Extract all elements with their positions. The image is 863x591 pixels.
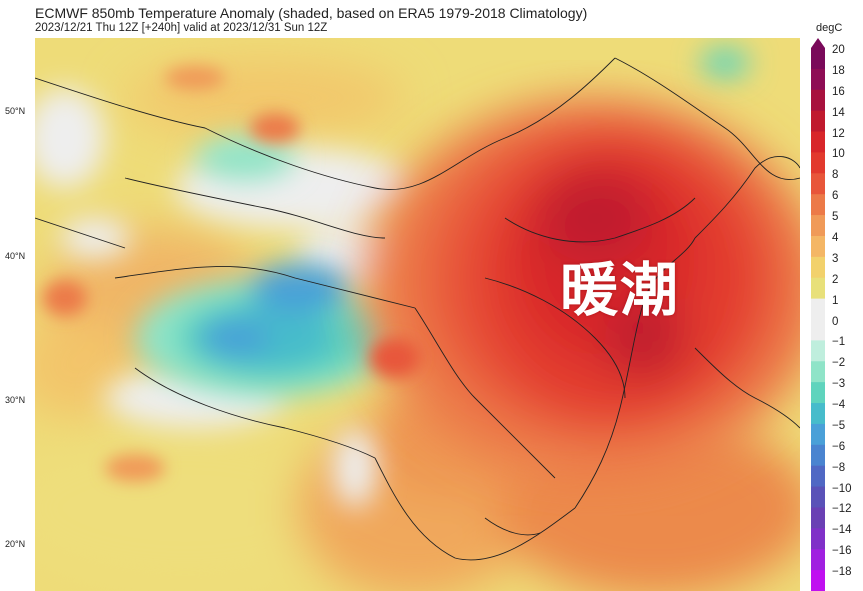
colorbar-swatch bbox=[811, 215, 825, 237]
colorbar-labels: 20 18 16 14 12 10 8 6 5 4 3 2 1 0 −1 −2 −3 −4 −5 −6 −8 −10 −12… bbox=[832, 38, 863, 591]
colorbar-tick-label: 2 bbox=[832, 273, 839, 286]
colorbar-swatch bbox=[811, 235, 825, 258]
colorbar-tick-label: −8 bbox=[832, 461, 846, 474]
colorbar-tick-label: 8 bbox=[832, 169, 839, 182]
warm-wave-label: 暖潮 bbox=[560, 256, 681, 324]
cold-anomaly bbox=[135, 48, 750, 398]
colorbar-swatch bbox=[811, 319, 825, 341]
colorbar-swatch bbox=[811, 340, 825, 362]
colorbar-swatch bbox=[811, 403, 825, 425]
colorbar-swatch bbox=[811, 152, 825, 174]
colorbar-tick-label: −1 bbox=[832, 336, 846, 349]
colorbar-tick-label: 0 bbox=[832, 315, 839, 328]
colorbar-swatch bbox=[811, 131, 825, 153]
colorbar-swatch bbox=[811, 298, 825, 320]
borders bbox=[35, 57, 800, 561]
colorbar-tick-label: −10 bbox=[832, 482, 852, 495]
lat-label-40n: 40°N bbox=[5, 251, 26, 261]
colorbar-tick-label: −2 bbox=[832, 357, 846, 370]
colorbar-tick-label: 1 bbox=[832, 294, 839, 307]
colorbar-tick-label: −5 bbox=[832, 419, 846, 432]
colorbar-tick-label: 6 bbox=[832, 190, 839, 203]
colorbar-swatch bbox=[811, 549, 825, 571]
colorbar-extend-arrow bbox=[811, 38, 825, 48]
colorbar-tick-label: −12 bbox=[832, 503, 852, 516]
colorbar-tick-label: 18 bbox=[832, 64, 845, 77]
colorbar-swatch bbox=[811, 68, 825, 91]
colorbar-tick-label: 16 bbox=[832, 85, 845, 98]
colorbar-swatch bbox=[811, 194, 825, 216]
colorbar-tick-label: −18 bbox=[832, 566, 852, 579]
colorbar-tick-label: −14 bbox=[832, 524, 852, 537]
colorbar-swatch bbox=[811, 444, 825, 467]
colorbar bbox=[811, 38, 825, 591]
colorbar-tick-label: −6 bbox=[832, 440, 846, 453]
chart-subtitle: 2023/12/21 Thu 12Z [+240h] valid at 2023… bbox=[35, 22, 328, 34]
colorbar-swatch bbox=[811, 256, 825, 279]
colorbar-swatch bbox=[811, 528, 825, 550]
colorbar-swatch bbox=[811, 173, 825, 195]
colorbar-tick-label: 14 bbox=[832, 106, 845, 119]
colorbar-swatch bbox=[811, 277, 825, 300]
orange-patches bbox=[43, 66, 420, 482]
colorbar-swatch bbox=[811, 48, 825, 70]
colorbar-tick-label: −4 bbox=[832, 399, 846, 412]
colorbar-tick-label: 4 bbox=[832, 231, 839, 244]
chart-title: ECMWF 850mb Temperature Anomaly (shaded,… bbox=[35, 5, 588, 21]
colorbar-swatch bbox=[811, 382, 825, 404]
colorbar-swatch bbox=[811, 486, 825, 508]
colorbar-unit: degC bbox=[816, 22, 843, 34]
colorbar-swatch bbox=[811, 465, 825, 488]
colorbar-swatch bbox=[811, 110, 825, 133]
lat-label-50n: 50°N bbox=[5, 106, 26, 116]
colorbar-swatch bbox=[811, 361, 825, 383]
anomaly-map: 暖潮 bbox=[35, 38, 800, 591]
colorbar-tick-label: 12 bbox=[832, 127, 845, 140]
colorbar-tick-label: 3 bbox=[832, 252, 839, 265]
colorbar-tick-label: 5 bbox=[832, 211, 839, 224]
colorbar-swatch bbox=[811, 423, 825, 446]
colorbar-swatch bbox=[811, 89, 825, 112]
lat-label-20n: 20°N bbox=[5, 539, 26, 549]
map-canvas bbox=[35, 38, 800, 591]
colorbar-tick-label: −16 bbox=[832, 545, 852, 558]
colorbar-swatch bbox=[811, 507, 825, 529]
colorbar-tick-label: −3 bbox=[832, 378, 846, 391]
lat-label-30n: 30°N bbox=[5, 395, 26, 405]
colorbar-swatch bbox=[811, 570, 825, 591]
colorbar-tick-label: 10 bbox=[832, 148, 845, 161]
colorbar-tick-label: 20 bbox=[832, 44, 845, 56]
